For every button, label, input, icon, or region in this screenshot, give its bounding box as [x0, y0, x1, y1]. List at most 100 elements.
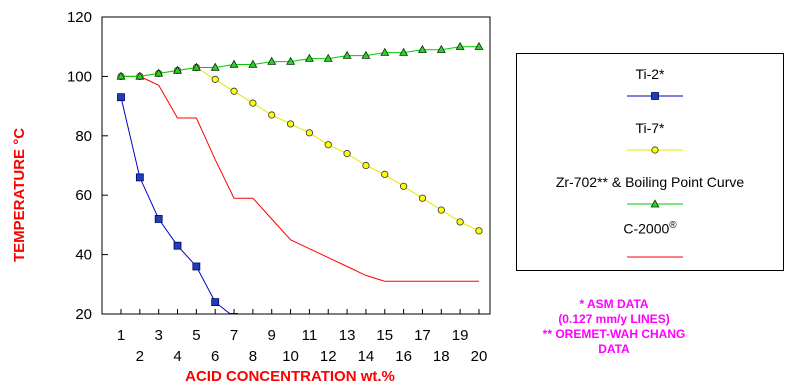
footnote-asm-detail: (0.127 mm/y LINES)	[558, 312, 670, 326]
series-ti-1	[117, 63, 483, 235]
x-tick-label: 5	[192, 327, 200, 344]
series-line	[121, 66, 480, 232]
x-tick-label: 2	[136, 348, 144, 365]
data-point	[399, 182, 408, 190]
footnote-oremet-detail: DATA	[598, 342, 630, 356]
data-point	[117, 93, 125, 102]
x-tick-label: 13	[339, 327, 356, 344]
x-tick-label: 18	[433, 348, 450, 365]
legend: Ti-2* Ti-7* Zr-702** & Boiling Point Cur…	[516, 53, 784, 271]
series-line	[121, 75, 479, 282]
data-point	[437, 206, 445, 214]
x-tick-label: 12	[320, 348, 337, 365]
footnote-oremet: ** OREMET-WAH CHANG	[542, 327, 686, 341]
data-point	[173, 241, 182, 250]
data-point	[286, 56, 296, 65]
x-tick-label: 16	[395, 348, 412, 365]
legend-sample-c2000	[627, 256, 683, 258]
data-point	[116, 71, 126, 80]
x-tick-label: 10	[282, 348, 299, 365]
axis-ticks	[102, 16, 480, 315]
x-axis-title: ACID CONCENTRATION wt.%	[185, 368, 395, 385]
series-line	[121, 46, 479, 77]
data-point	[191, 62, 201, 71]
data-point	[154, 215, 163, 223]
data-point	[211, 75, 219, 83]
data-point	[210, 62, 220, 71]
data-point	[286, 120, 295, 128]
legend-label-zr702: Zr-702** & Boiling Point Curve	[555, 174, 745, 190]
x-axis-tick-labels: 1 3 5 7 9 11 13 15 17 192 4 6 8 10 12 14 16 18 20	[117, 327, 487, 365]
x-tick-label: 9	[268, 327, 276, 344]
data-point	[230, 313, 238, 314]
data-point	[456, 218, 464, 226]
x-tick-label: 19	[452, 327, 469, 344]
data-point	[229, 59, 239, 68]
legend-sample-ti7	[627, 146, 683, 154]
data-point	[343, 150, 351, 158]
registered-mark: ®	[669, 220, 677, 231]
data-point	[135, 173, 144, 182]
y-tick-label: 80	[75, 128, 92, 145]
data-point	[173, 65, 182, 74]
series-c-3	[121, 75, 479, 282]
data-point	[230, 87, 238, 95]
x-tick-label: 17	[414, 327, 431, 344]
data-point	[192, 262, 201, 271]
data-point	[248, 59, 258, 68]
data-point	[154, 68, 164, 77]
data-point	[211, 298, 220, 307]
data-point	[361, 50, 371, 59]
x-tick-label: 14	[358, 348, 375, 365]
data-point	[474, 41, 484, 50]
data-point	[249, 99, 257, 107]
data-point	[418, 194, 427, 202]
data-point	[304, 53, 314, 62]
x-tick-label: 8	[249, 348, 257, 365]
data-point	[455, 41, 465, 50]
x-tick-label: 20	[471, 348, 488, 365]
data-point	[417, 44, 427, 53]
legend-label-ti7: Ti-7*	[635, 120, 665, 136]
y-axis-title: TEMPERATURE °C	[11, 128, 28, 262]
legend-label-c2000-text: C-2000	[623, 220, 670, 237]
legend-label-ti2: Ti-2*	[635, 66, 665, 82]
series-zr-2	[116, 41, 484, 80]
y-tick-label: 120	[67, 9, 92, 26]
data-point	[380, 47, 390, 56]
data-point	[362, 161, 370, 170]
footnotes: * ASM DATA (0.127 mm/y LINES) ** OREMET-…	[514, 297, 714, 357]
series-layer	[116, 41, 484, 314]
legend-sample-zr702	[627, 199, 683, 208]
data-point	[342, 50, 352, 59]
data-point	[267, 56, 277, 65]
x-tick-label: 15	[376, 327, 393, 344]
x-tick-label: 3	[155, 327, 163, 344]
legend-label-c2000: C-2000®	[517, 220, 783, 237]
x-tick-label: 6	[211, 348, 219, 365]
data-point	[305, 129, 313, 137]
data-point	[135, 71, 145, 80]
data-point	[268, 111, 276, 119]
x-tick-label: 1	[117, 327, 125, 344]
y-axis-tick-labels: 20 40 60 80 100 120	[67, 9, 92, 323]
plot-frame	[101, 16, 491, 315]
data-point	[381, 170, 389, 179]
data-point	[324, 141, 332, 149]
data-point	[323, 53, 333, 62]
series-line	[120, 97, 232, 314]
data-point	[436, 44, 446, 53]
x-tick-label: 4	[173, 348, 181, 365]
footnote-asm: * ASM DATA	[579, 297, 649, 311]
x-tick-label: 11	[302, 327, 318, 344]
data-point	[399, 47, 409, 56]
y-tick-label: 40	[75, 247, 92, 264]
legend-sample-ti2	[627, 92, 683, 100]
y-tick-label: 20	[75, 306, 92, 323]
data-point	[475, 227, 483, 235]
series-ti-0	[117, 93, 238, 314]
y-tick-label: 60	[75, 187, 92, 204]
y-tick-label: 100	[67, 68, 92, 85]
x-tick-label: 7	[230, 327, 238, 344]
